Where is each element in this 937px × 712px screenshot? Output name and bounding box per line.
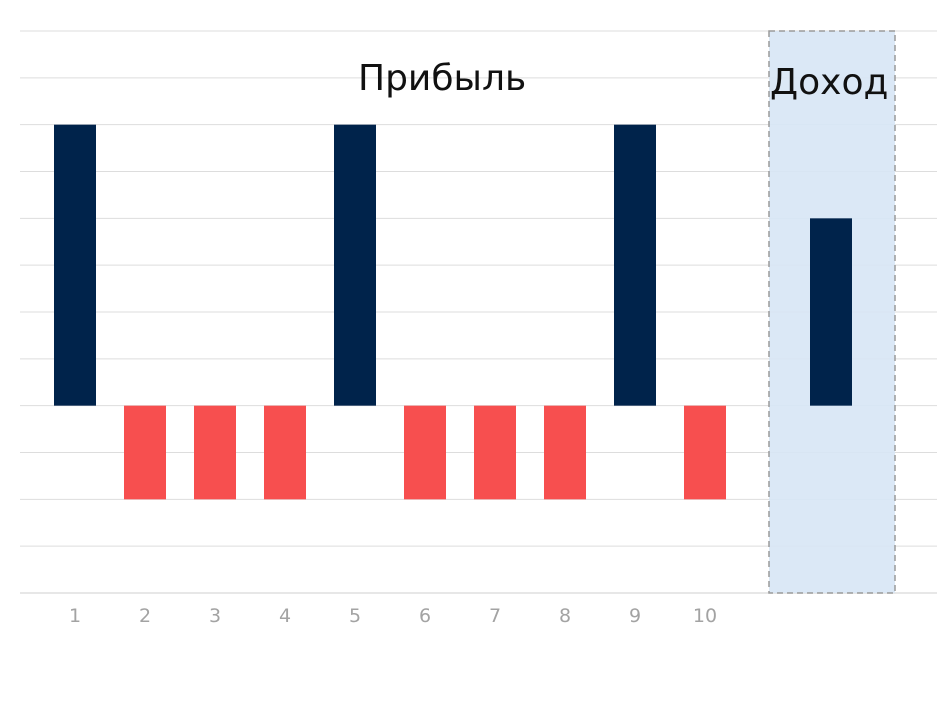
x-tick-label: 5: [349, 605, 361, 627]
bar: [474, 405, 516, 500]
chart-title: Прибыль: [358, 58, 527, 99]
bar: [194, 405, 236, 500]
x-tick-label: 1: [69, 605, 81, 627]
x-tick-label: 6: [419, 605, 431, 627]
bar: [264, 405, 306, 500]
revenue-panel-title: Доход: [770, 62, 889, 103]
bar: [684, 405, 726, 500]
x-tick-label: 3: [209, 605, 221, 627]
bar: [334, 124, 376, 406]
bar: [124, 405, 166, 500]
bars: [54, 124, 852, 500]
bar: [404, 405, 446, 500]
bar: [544, 405, 586, 500]
x-tick-label: 4: [279, 605, 291, 627]
x-tick-labels: 1 2 3 4 5 6 7 8 9 10: [69, 605, 717, 627]
bar: [54, 124, 96, 406]
x-tick-label: 7: [489, 605, 501, 627]
x-tick-label: 2: [139, 605, 151, 627]
revenue-bar: [810, 218, 852, 406]
x-tick-label: 9: [629, 605, 641, 627]
bar: [614, 124, 656, 406]
x-tick-label: 8: [559, 605, 571, 627]
x-tick-label: 10: [693, 605, 717, 627]
